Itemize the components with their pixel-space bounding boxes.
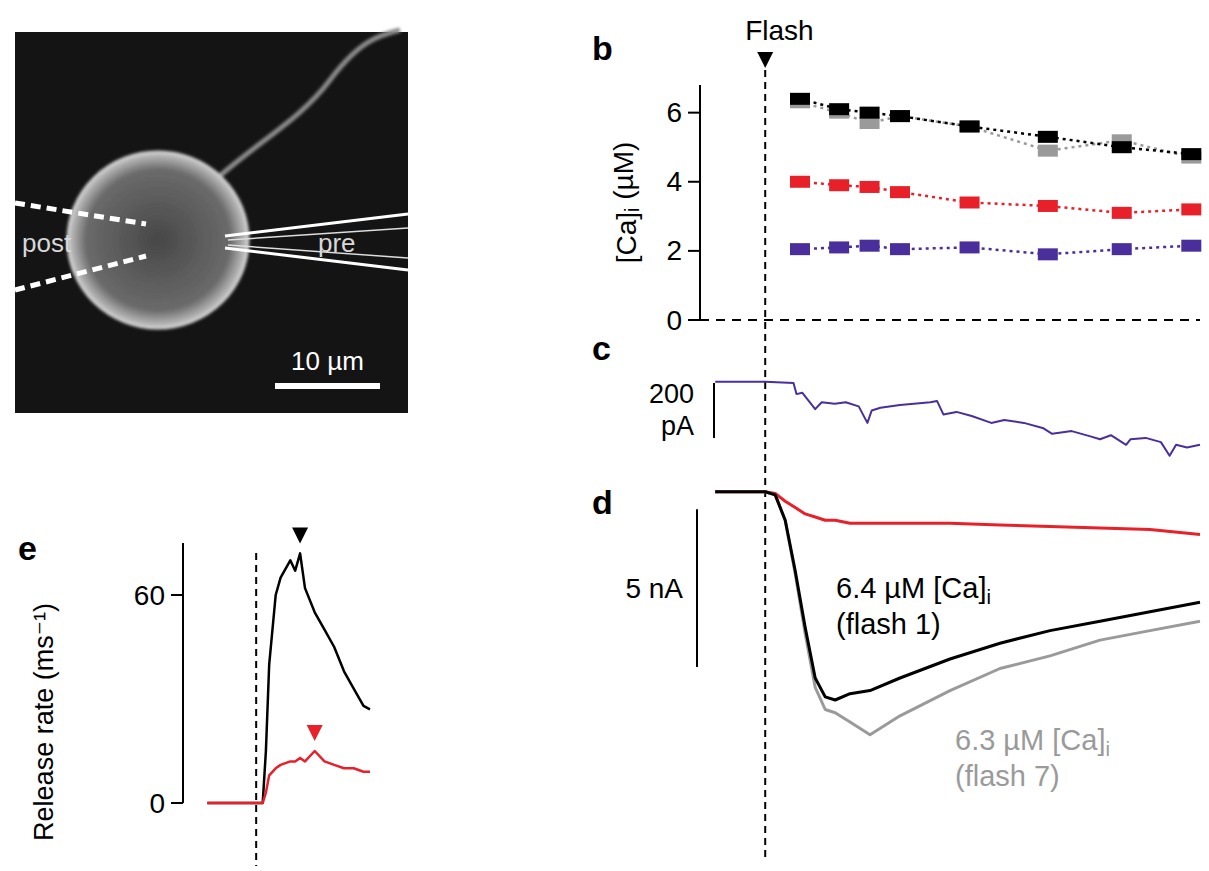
panel-letter: e [18, 529, 37, 567]
y-tick [688, 181, 700, 183]
y-tick-label: 2 [666, 235, 682, 266]
trace [715, 382, 1200, 456]
flash-label: Flash [745, 15, 813, 46]
marker [860, 181, 880, 193]
flash-line [255, 553, 257, 866]
panel-letter: b [592, 29, 613, 67]
marker [1038, 200, 1058, 212]
marker [960, 241, 980, 253]
scale-bar-label: 5 nA [625, 573, 683, 604]
post-pipette [15, 203, 146, 224]
panel-letter: c [592, 329, 611, 367]
marker [960, 120, 980, 132]
marker [829, 103, 849, 115]
plot-area [715, 382, 1200, 456]
marker [1112, 207, 1132, 219]
marker [1181, 240, 1201, 252]
scale-bar-label: pA [661, 411, 694, 441]
marker [1038, 248, 1058, 260]
marker [890, 243, 910, 255]
y-tick [688, 319, 700, 321]
trace [800, 246, 1191, 255]
pipette-label: post [22, 228, 72, 258]
marker [829, 179, 849, 191]
marker [860, 107, 880, 119]
pre-pipette [225, 214, 408, 236]
scale-bar [275, 383, 380, 389]
micrograph-bg [15, 32, 408, 413]
y-axis-title: Release rate (ms⁻¹) [29, 603, 59, 841]
trace [207, 553, 370, 803]
scale-bar-label: 200 [649, 379, 694, 409]
marker [829, 241, 849, 253]
marker [960, 120, 980, 132]
peak-arrow [307, 725, 323, 741]
series-label: 6.4 µM [Ca]i [836, 572, 991, 608]
y-tick-label: 60 [134, 580, 165, 611]
y-tick [171, 802, 183, 804]
y-tick-label: 0 [149, 788, 165, 819]
marker [960, 197, 980, 209]
peak-arrow [292, 527, 308, 543]
scale-bar [713, 383, 715, 438]
marker [1112, 141, 1132, 153]
y-tick-label: 6 [666, 97, 682, 128]
trace [800, 182, 1191, 213]
series-label: (flash 1) [836, 608, 941, 640]
marker [1038, 145, 1058, 157]
marker [890, 110, 910, 122]
figure: post pre 10 µm b 0 2 4 6 [Ca]i (µM) Flash c 200pA d 6… [0, 0, 1209, 871]
y-tick [688, 112, 700, 114]
plot-area [715, 492, 1200, 735]
trace [800, 99, 1191, 154]
marker [1181, 148, 1201, 160]
scale-bar [696, 509, 698, 667]
marker [790, 243, 810, 255]
plot-area [207, 553, 370, 803]
y-tick-label: 0 [666, 305, 682, 336]
marker [890, 186, 910, 198]
neurite [215, 30, 400, 180]
trace [715, 492, 1200, 735]
y-tick [171, 594, 183, 596]
marker [1112, 243, 1132, 255]
series-label: 6.3 µM [Ca]i [955, 724, 1110, 760]
trace [207, 751, 370, 803]
flash-arrow [757, 52, 773, 68]
x-axis [700, 319, 1200, 321]
y-tick-label: 4 [666, 166, 682, 197]
marker [860, 240, 880, 252]
y-axis-title: [Ca]i (µM) [608, 142, 643, 264]
scale-bar-label: 10 µm [291, 346, 364, 376]
y-tick [688, 250, 700, 252]
marker [890, 110, 910, 122]
marker [1038, 131, 1058, 143]
flash-line [764, 70, 766, 862]
marker [790, 93, 810, 105]
marker [790, 176, 810, 188]
marker [860, 117, 880, 129]
y-axis [699, 85, 701, 320]
panel-letter: d [592, 483, 613, 521]
cell [68, 152, 248, 328]
marker [1181, 203, 1201, 215]
trace [715, 492, 1200, 700]
pipette-label: pre [318, 228, 356, 258]
y-axis [182, 543, 184, 803]
series-label: (flash 7) [955, 760, 1060, 792]
post-pipette [15, 256, 146, 290]
plot-area [790, 93, 1201, 261]
